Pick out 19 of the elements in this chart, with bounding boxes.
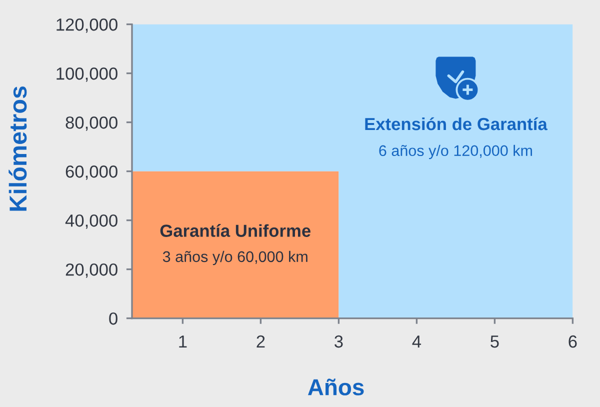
annotation: 6 años y/o 120,000 km xyxy=(379,144,532,160)
x-tick-label: 2 xyxy=(256,335,265,348)
y-tick-label: 80,000 xyxy=(66,116,118,131)
series-label: Extensión de Garantía xyxy=(365,117,548,130)
x-axis-title: Años xyxy=(308,378,364,396)
x-tick-label: 3 xyxy=(334,335,343,348)
x-tick-label: 1 xyxy=(179,336,187,348)
y-tick-label: 60,000 xyxy=(66,165,118,180)
y-tick-label: 120,000 xyxy=(56,18,118,33)
x-tick-label: 6 xyxy=(568,335,577,348)
x-tick-label: 4 xyxy=(412,336,422,348)
y-tick-label: 20,000 xyxy=(66,263,118,278)
y-tick-label: 0 xyxy=(109,312,118,325)
series-label: Garantía Uniforme xyxy=(160,224,310,237)
x-tick-label: 5 xyxy=(490,336,499,348)
y-tick-label: 100,000 xyxy=(56,67,118,82)
annotation: 3 años y/o 60,000 km xyxy=(162,250,308,266)
y-tick-label: 40,000 xyxy=(65,214,118,229)
y-axis-title: Kilómetros xyxy=(8,86,27,211)
